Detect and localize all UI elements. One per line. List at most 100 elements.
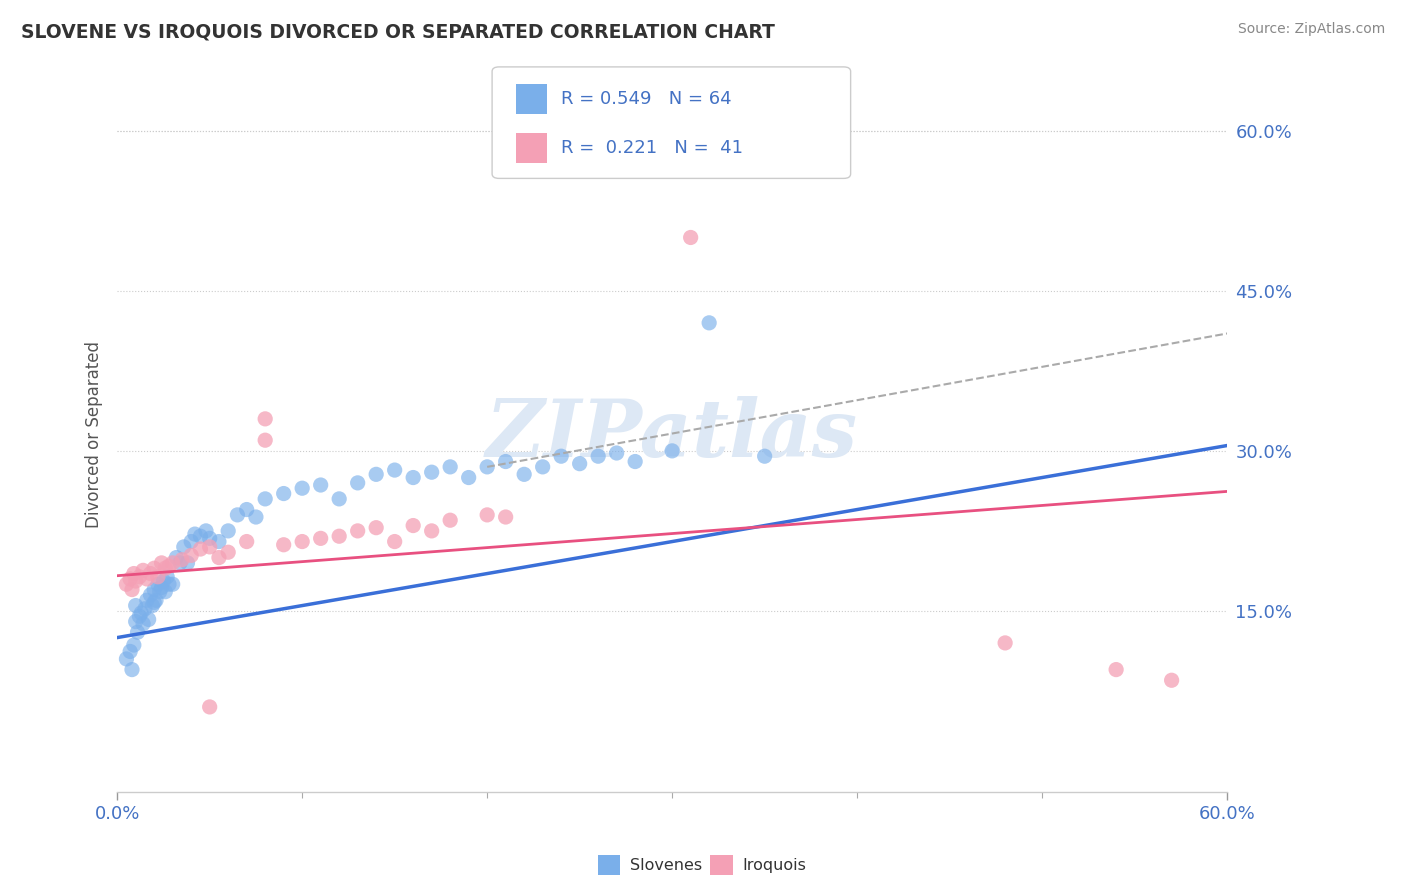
Point: [170, 552, 193, 566]
Point: [180, 534, 202, 549]
Point: [420, 465, 443, 479]
Text: R = 0.549   N = 64: R = 0.549 N = 64: [561, 90, 731, 108]
Point: [152, 574, 174, 588]
Point: [135, 572, 157, 586]
Point: [273, 486, 295, 500]
Point: [366, 467, 388, 482]
Point: [679, 230, 702, 244]
Point: [198, 532, 221, 546]
Point: [121, 663, 143, 677]
Point: [146, 570, 169, 584]
Point: [125, 615, 148, 629]
Point: [254, 491, 277, 506]
Point: [198, 700, 221, 714]
Point: [291, 481, 314, 495]
Point: [150, 556, 173, 570]
Point: [402, 518, 425, 533]
Point: [157, 577, 180, 591]
Point: [128, 570, 150, 584]
Point: [475, 459, 498, 474]
Point: [143, 561, 166, 575]
Point: [606, 446, 628, 460]
Point: [145, 593, 167, 607]
Point: [513, 467, 536, 482]
Point: [328, 529, 350, 543]
Point: [550, 449, 572, 463]
Point: [661, 443, 683, 458]
Point: [309, 478, 332, 492]
Point: [273, 538, 295, 552]
Point: [141, 599, 163, 613]
Point: [125, 599, 148, 613]
Point: [162, 577, 184, 591]
Point: [198, 540, 221, 554]
Point: [346, 524, 368, 538]
Point: [125, 574, 148, 588]
Point: [169, 556, 191, 570]
Point: [138, 612, 160, 626]
Point: [384, 463, 406, 477]
Text: Iroquois: Iroquois: [742, 858, 806, 872]
Point: [402, 470, 425, 484]
Point: [143, 582, 166, 597]
Point: [420, 524, 443, 538]
Point: [384, 534, 406, 549]
Point: [190, 529, 212, 543]
Point: [180, 549, 202, 563]
Point: [184, 527, 207, 541]
Point: [155, 561, 177, 575]
Point: [254, 433, 277, 447]
Point: [122, 566, 145, 581]
Point: [754, 449, 776, 463]
Point: [139, 588, 162, 602]
Point: [245, 510, 267, 524]
Point: [127, 625, 149, 640]
Point: [129, 606, 152, 620]
Point: [208, 534, 231, 549]
Point: [366, 521, 388, 535]
Point: [586, 449, 609, 463]
Point: [439, 513, 461, 527]
Point: [254, 412, 277, 426]
Point: [120, 572, 142, 586]
Y-axis label: Divorced or Separated: Divorced or Separated: [86, 342, 103, 528]
Point: [128, 609, 150, 624]
Point: [217, 524, 239, 538]
Point: [531, 459, 554, 474]
Text: SLOVENE VS IROQUOIS DIVORCED OR SEPARATED CORRELATION CHART: SLOVENE VS IROQUOIS DIVORCED OR SEPARATE…: [21, 22, 775, 41]
Point: [994, 636, 1017, 650]
Point: [624, 454, 647, 468]
Point: [156, 570, 179, 584]
Text: ZIPatlas: ZIPatlas: [486, 396, 858, 474]
Point: [235, 534, 257, 549]
Point: [155, 584, 177, 599]
Point: [149, 584, 172, 599]
Point: [495, 510, 517, 524]
Point: [115, 652, 138, 666]
Point: [120, 644, 142, 658]
Point: [115, 577, 138, 591]
Point: [132, 563, 155, 577]
Point: [121, 582, 143, 597]
Point: [139, 566, 162, 581]
Point: [328, 491, 350, 506]
Point: [176, 556, 198, 570]
Point: [217, 545, 239, 559]
Point: [173, 540, 195, 554]
Point: [475, 508, 498, 522]
Point: [165, 550, 187, 565]
Point: [495, 454, 517, 468]
Point: [150, 581, 173, 595]
Point: [1160, 673, 1182, 688]
Point: [208, 550, 231, 565]
Point: [146, 577, 169, 591]
Point: [157, 559, 180, 574]
Point: [1105, 663, 1128, 677]
Text: Source: ZipAtlas.com: Source: ZipAtlas.com: [1237, 22, 1385, 37]
Point: [162, 556, 184, 570]
Point: [697, 316, 720, 330]
Point: [309, 532, 332, 546]
Point: [143, 595, 166, 609]
Point: [135, 593, 157, 607]
Point: [457, 470, 479, 484]
